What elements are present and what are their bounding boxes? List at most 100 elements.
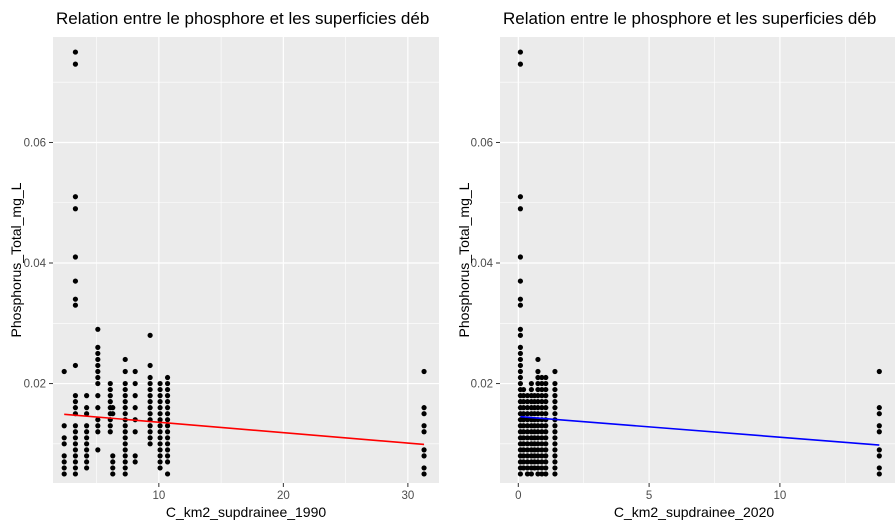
data-point bbox=[535, 356, 541, 363]
data-point bbox=[107, 380, 113, 387]
y-tick-label: 0.02 bbox=[24, 379, 46, 391]
data-point bbox=[122, 471, 128, 477]
data-point bbox=[164, 435, 171, 441]
data-point bbox=[535, 435, 541, 441]
chart-2-y-axis-title: Phosphorus_Total_mg_L bbox=[456, 182, 472, 337]
data-point bbox=[539, 374, 545, 381]
data-point bbox=[157, 453, 163, 459]
data-point bbox=[552, 399, 558, 405]
data-point bbox=[517, 471, 524, 477]
data-point bbox=[876, 453, 882, 459]
data-point bbox=[72, 453, 79, 459]
data-point bbox=[147, 441, 153, 447]
data-point bbox=[95, 368, 101, 375]
data-point bbox=[539, 447, 545, 453]
data-point bbox=[132, 368, 138, 375]
data-point bbox=[157, 459, 163, 465]
data-point bbox=[122, 465, 128, 471]
data-point bbox=[421, 447, 427, 453]
data-point bbox=[164, 459, 171, 465]
data-point bbox=[164, 471, 171, 477]
data-point bbox=[517, 254, 524, 260]
y-tick-label: 0.06 bbox=[471, 137, 493, 149]
data-point bbox=[107, 393, 113, 399]
data-point bbox=[157, 399, 163, 405]
data-point bbox=[552, 453, 558, 459]
data-point bbox=[132, 459, 138, 465]
data-point bbox=[543, 459, 549, 465]
data-point bbox=[543, 393, 549, 399]
data-point bbox=[164, 374, 171, 381]
data-point bbox=[517, 374, 524, 381]
data-point bbox=[72, 194, 79, 200]
data-point bbox=[147, 332, 153, 338]
data-point bbox=[72, 278, 79, 284]
data-point bbox=[84, 429, 90, 435]
data-point bbox=[543, 380, 549, 387]
data-point bbox=[539, 441, 545, 447]
data-point bbox=[539, 399, 545, 405]
data-point bbox=[517, 368, 524, 375]
data-point bbox=[122, 435, 128, 441]
data-point bbox=[517, 61, 524, 67]
data-point bbox=[535, 471, 541, 477]
data-point bbox=[164, 447, 171, 453]
data-point bbox=[122, 411, 128, 417]
data-point bbox=[132, 405, 138, 411]
data-point bbox=[61, 441, 67, 447]
data-point bbox=[72, 465, 79, 471]
data-point bbox=[524, 399, 531, 405]
data-point bbox=[107, 423, 113, 429]
chart-2-y-axis-ticks: 0.02 0.04 0.06 bbox=[471, 137, 500, 391]
data-point bbox=[539, 411, 545, 417]
data-point bbox=[164, 405, 171, 411]
data-point bbox=[147, 393, 153, 399]
data-point bbox=[552, 386, 558, 393]
chart-1-y-axis-title: Phosphorus_Total_mg_L bbox=[8, 182, 24, 337]
data-point bbox=[552, 429, 558, 435]
data-point bbox=[524, 429, 531, 435]
data-point bbox=[132, 393, 138, 399]
y-tick-label: 0.02 bbox=[471, 379, 493, 391]
data-point bbox=[535, 386, 541, 393]
data-point bbox=[122, 356, 128, 363]
data-point bbox=[543, 374, 549, 381]
data-point bbox=[520, 393, 527, 399]
trend-line bbox=[520, 415, 880, 446]
data-point bbox=[122, 399, 128, 405]
data-point bbox=[543, 399, 549, 405]
data-point bbox=[535, 368, 541, 375]
data-point bbox=[517, 326, 524, 332]
data-point bbox=[147, 411, 153, 417]
data-point bbox=[61, 453, 67, 459]
data-point bbox=[535, 374, 541, 381]
data-point bbox=[535, 465, 541, 471]
data-point bbox=[157, 393, 163, 399]
data-point bbox=[147, 405, 153, 411]
data-point bbox=[157, 417, 163, 423]
data-point bbox=[552, 423, 558, 429]
y-tick-label: 0.04 bbox=[24, 258, 47, 270]
data-point bbox=[95, 350, 101, 357]
data-point bbox=[539, 386, 545, 393]
data-point bbox=[95, 447, 101, 453]
data-point bbox=[876, 465, 882, 471]
data-point bbox=[543, 411, 549, 417]
data-point bbox=[543, 405, 549, 411]
chart-1-plot-area bbox=[53, 37, 439, 483]
data-point bbox=[552, 368, 558, 375]
data-point bbox=[157, 380, 163, 387]
data-point bbox=[520, 405, 527, 411]
data-point bbox=[61, 471, 67, 477]
data-point bbox=[517, 278, 524, 284]
data-point bbox=[95, 362, 101, 369]
data-point bbox=[95, 405, 101, 411]
data-point bbox=[539, 423, 545, 429]
data-point bbox=[157, 386, 163, 393]
data-point bbox=[95, 380, 101, 387]
data-point bbox=[876, 411, 882, 417]
data-point bbox=[535, 453, 541, 459]
data-point bbox=[524, 453, 531, 459]
data-point bbox=[524, 459, 531, 465]
data-point bbox=[157, 429, 163, 435]
